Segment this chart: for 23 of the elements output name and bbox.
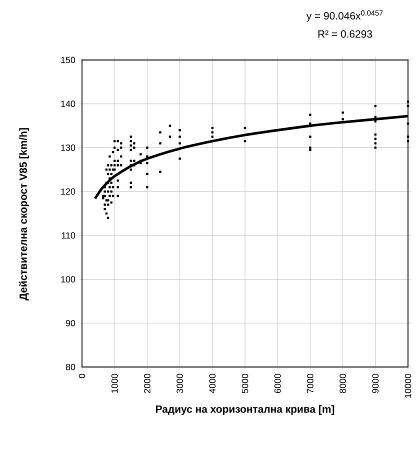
x-tick-label: 1000 (111, 374, 118, 393)
y-tick-label: 90 (66, 320, 76, 326)
text: y = 90.046x$^{0.0457}$ (306, 10, 383, 22)
y-tick-label: 100 (61, 276, 76, 282)
y-tick-label: 130 (61, 144, 76, 151)
y-tick-label: 120 (61, 188, 76, 195)
x-tick-label: 2000 (144, 374, 150, 394)
y-tick-label: 110 (62, 232, 76, 239)
y-tick-label: 80 (66, 364, 76, 370)
x-tick-label: 3000 (176, 374, 183, 394)
y-axis-title: Действителна скорост V85 [km/h] (19, 128, 29, 300)
x-tick-label: 4000 (209, 374, 216, 394)
x-tick-label: 10000 (404, 374, 412, 398)
x-tick-label: 9000 (372, 374, 379, 394)
x-tick-label: 0 (78, 374, 86, 378)
text: R² = 0.6293 (318, 30, 372, 38)
x-tick-label: 5000 (242, 374, 248, 394)
y-tick-label: 140 (61, 100, 76, 108)
x-tick-label: 6000 (274, 374, 281, 394)
y-tick-label: 150 (61, 56, 76, 64)
x-axis-title: Радиус на хоризонтална крива [m] (156, 405, 334, 415)
x-tick-label: 8000 (340, 374, 346, 394)
x-tick-label: 7000 (307, 374, 314, 394)
